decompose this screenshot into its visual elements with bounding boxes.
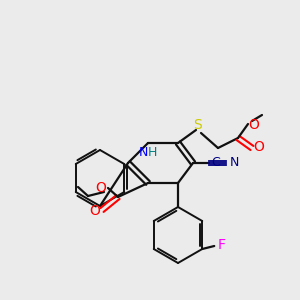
Text: N: N [229, 155, 239, 169]
Text: S: S [193, 118, 201, 132]
Text: O: O [96, 181, 106, 195]
Text: H: H [147, 146, 157, 160]
Text: F: F [217, 238, 225, 252]
Text: O: O [254, 140, 264, 154]
Text: C: C [212, 155, 220, 169]
Text: O: O [90, 204, 101, 218]
Text: O: O [249, 118, 260, 132]
Text: N: N [138, 146, 148, 160]
